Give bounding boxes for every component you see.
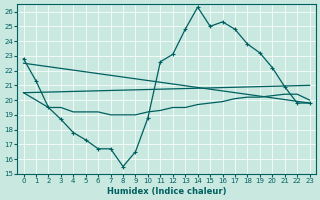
X-axis label: Humidex (Indice chaleur): Humidex (Indice chaleur) <box>107 187 226 196</box>
